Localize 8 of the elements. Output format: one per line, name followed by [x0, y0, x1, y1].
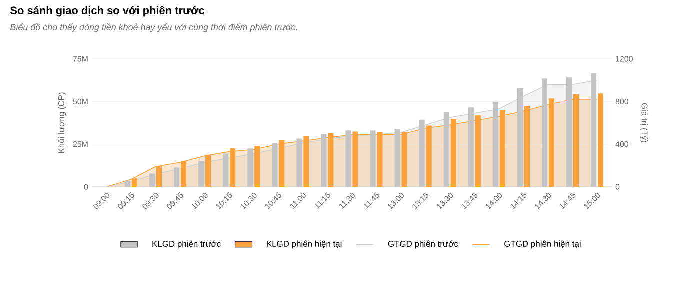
chart-subtitle: Biểu đồ cho thấy dòng tiền khoẻ hay yếu với cùng thời điểm phiên trước.	[10, 23, 298, 32]
legend-label: GTGD phiên trước	[388, 240, 458, 249]
legend-label: GTGD phiên hiện tại	[504, 240, 581, 249]
chart-title: So sánh giao dịch so với phiên trước	[10, 6, 204, 17]
legend-label: KLGD phiên hiện tại	[267, 240, 342, 249]
y2-axis-title: Giá trị (Tỷ)	[640, 103, 648, 142]
legend-label: KLGD phiên trước	[152, 240, 221, 249]
y-axis-title: Khối lượng (CP)	[58, 92, 66, 154]
